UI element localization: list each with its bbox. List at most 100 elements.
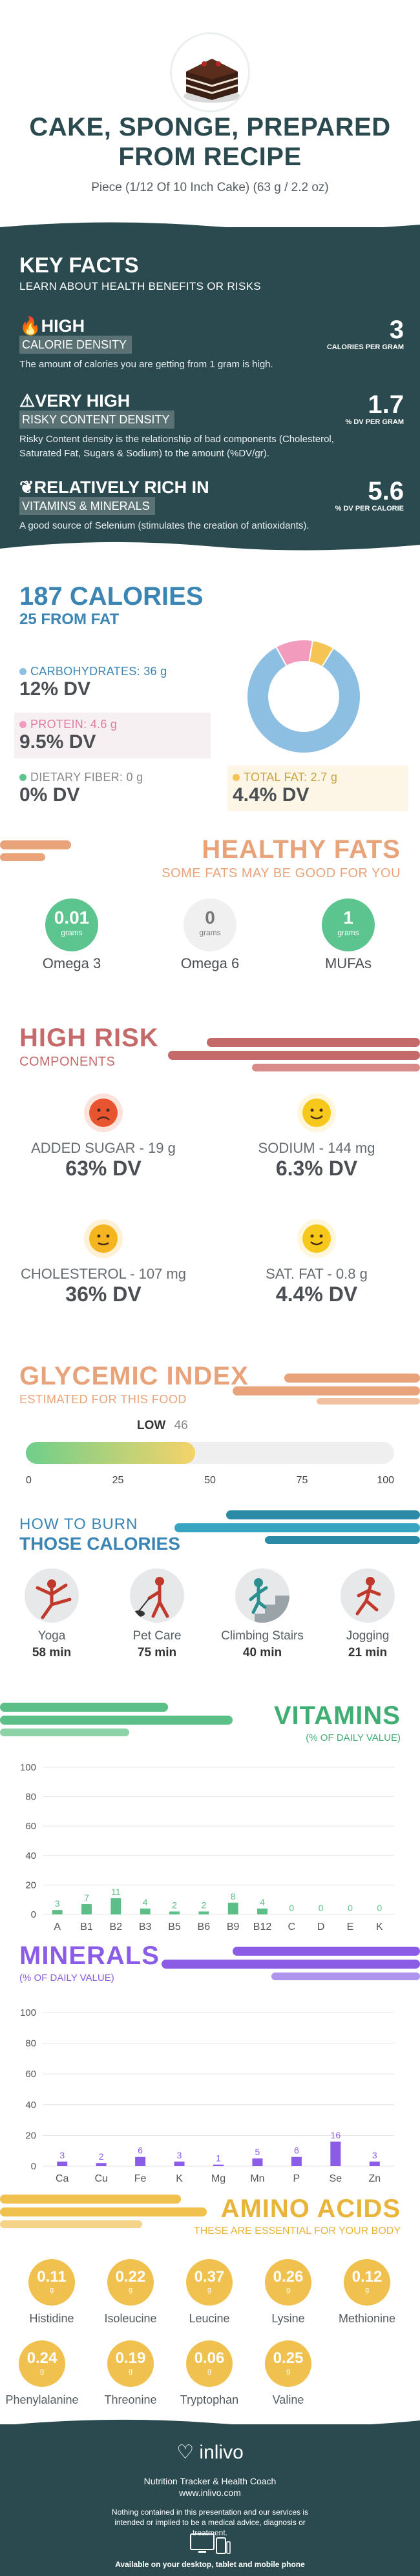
bar-b6 bbox=[198, 1911, 209, 1914]
key-fact-risky-density: ⚠VERY HIGH RISKY CONTENT DENSITY Risky C… bbox=[19, 391, 404, 461]
activity-climbing-stairs: Climbing Stairs 40 min bbox=[220, 1568, 304, 1660]
wave-divider bbox=[0, 222, 420, 238]
bar-value-label: 11 bbox=[111, 1887, 121, 1897]
key-fact-desc: A good source of Selenium (stimulates th… bbox=[19, 520, 310, 531]
amino-isoleucine: 0.22 g Isoleucine bbox=[89, 2259, 173, 2326]
key-fact-desc: The amount of calories you are getting f… bbox=[19, 359, 273, 370]
nutrient-label: PROTEIN: 4.6 g bbox=[30, 718, 118, 731]
activity-pet-care: Pet Care 75 min bbox=[115, 1568, 199, 1660]
amino-title: AMINO ACIDS bbox=[220, 2195, 401, 2223]
burn-title-line-2: THOSE CALORIES bbox=[19, 1534, 180, 1554]
bar-value-label: 0 bbox=[377, 1903, 382, 1913]
y-tick-label: 100 bbox=[20, 2007, 36, 2018]
carbs-dot bbox=[19, 668, 26, 675]
decor-stripes bbox=[174, 1510, 420, 1544]
category-label: Cu bbox=[94, 2173, 107, 2184]
nutrient-protein: PROTEIN: 4.6 g 9.5% DV bbox=[14, 713, 211, 758]
key-fact-value: 3 bbox=[389, 316, 404, 344]
healthy-fats-section: HEALTHY FATS SOME FATS MAY BE GOOD FOR Y… bbox=[0, 821, 420, 995]
amino-value: 0.22 bbox=[115, 2268, 146, 2286]
omega3-circle: 0.01 grams bbox=[45, 898, 98, 951]
sad-face-icon bbox=[84, 1093, 123, 1132]
vitamins-title: VITAMINS bbox=[273, 1701, 401, 1730]
category-label: K bbox=[176, 2173, 183, 2184]
glycemic-tick-label: 75 bbox=[297, 1475, 308, 1486]
bar-value-label: 0 bbox=[348, 1903, 353, 1913]
risk-dv: 4.4% DV bbox=[275, 1283, 358, 1306]
inlivo-logo[interactable]: ♡ inlivo bbox=[0, 2441, 420, 2464]
risk-label: SODIUM - 144 mg bbox=[258, 1140, 375, 1156]
mufas-label: MUFAs bbox=[324, 955, 372, 971]
mufas-circle: 1 grams bbox=[322, 898, 375, 951]
bar-cu bbox=[96, 2163, 107, 2166]
category-label: D bbox=[317, 1922, 325, 1932]
amino-value: 0.19 bbox=[115, 2349, 146, 2367]
bar-b1 bbox=[81, 1904, 92, 1914]
bar-value-label: 6 bbox=[294, 2145, 299, 2156]
high-risk-subtitle: COMPONENTS bbox=[19, 1055, 116, 1069]
amino-name: Valine bbox=[272, 2393, 304, 2406]
happy-face-icon bbox=[297, 1093, 336, 1132]
key-fact-label: RISKY CONTENT DENSITY bbox=[19, 411, 175, 429]
glycemic-gauge: 0 25 50 75 100 bbox=[26, 1442, 394, 1486]
bar-value-label: 4 bbox=[260, 1897, 265, 1907]
nutrient-fiber: DIETARY FIBER: 0 g 0% DV bbox=[14, 766, 148, 811]
amino-unit: g bbox=[128, 2368, 133, 2375]
key-fact-label: CALORIE DENSITY bbox=[19, 336, 132, 354]
y-tick-label: 40 bbox=[25, 2100, 36, 2111]
footer: ♡ inlivo Nutrition Tracker & Health Coac… bbox=[0, 2419, 420, 2576]
category-label: B5 bbox=[168, 1922, 181, 1932]
category-label: Mn bbox=[250, 2173, 264, 2184]
key-fact-calorie-density: 🔥HIGH CALORIE DENSITY The amount of calo… bbox=[19, 316, 404, 372]
amino-lysine: 0.26 g Lysine bbox=[246, 2259, 330, 2326]
activity-name: Jogging bbox=[346, 1629, 390, 1643]
amino-unit: g bbox=[286, 2286, 291, 2294]
amino-circle: 0.25 g bbox=[265, 2340, 311, 2387]
calories-title: 187 CALORIES bbox=[19, 582, 204, 611]
wave-divider bbox=[0, 2419, 420, 2435]
amino-circle: 0.37 g bbox=[186, 2259, 233, 2306]
amino-circle: 0.12 g bbox=[344, 2259, 390, 2306]
glycemic-tick-label: 0 bbox=[26, 1475, 32, 1486]
amino-name: Phenylalanine bbox=[5, 2393, 79, 2406]
bar-value-label: 0 bbox=[319, 1903, 324, 1913]
amino-circle: 0.19 g bbox=[107, 2340, 154, 2387]
minerals-section: MINERALS (% OF DAILY VALUE) 100 80 60 40 20 0… bbox=[0, 1942, 420, 2195]
macro-donut-chart bbox=[246, 639, 361, 754]
amino-name: Isoleucine bbox=[104, 2312, 157, 2325]
glycemic-level: LOW bbox=[137, 1419, 166, 1432]
category-label: Mg bbox=[211, 2173, 226, 2184]
amino-circle: 0.26 g bbox=[265, 2259, 311, 2306]
header: CAKE, SPONGE, PREPARED FROM RECIPE Piece… bbox=[0, 0, 420, 227]
nutrient-dv: 9.5% DV bbox=[19, 731, 96, 753]
nutrient-label: TOTAL FAT: 2.7 g bbox=[244, 771, 338, 784]
amino-value: 0.37 bbox=[194, 2268, 225, 2286]
nutrient-carbohydrates: CARBOHYDRATES: 36 g 12% DV bbox=[14, 660, 172, 705]
risk-dv: 6.3% DV bbox=[275, 1157, 358, 1180]
burn-calories-section: HOW TO BURN THOSE CALORIES Yoga 58 min P… bbox=[0, 1509, 420, 1703]
amino-unit: g bbox=[49, 2286, 54, 2294]
bar-fe bbox=[135, 2156, 146, 2166]
warning-icon: ⚠ bbox=[19, 391, 36, 411]
y-tick-label: 60 bbox=[25, 2069, 36, 2080]
bar-value-label: 3 bbox=[59, 2150, 65, 2160]
nutrient-label: DIETARY FIBER: 0 g bbox=[30, 771, 143, 784]
category-label: K bbox=[376, 1922, 383, 1932]
category-label: Fe bbox=[134, 2173, 147, 2184]
footer-url[interactable]: www.inlivo.com bbox=[179, 2488, 241, 2498]
calories-from-fat: 25 FROM FAT bbox=[19, 611, 120, 628]
bar-b3 bbox=[140, 1908, 151, 1914]
leaf-icon: ❦ bbox=[19, 478, 34, 497]
bar-zn bbox=[369, 2161, 380, 2166]
minerals-bar-chart: 100 80 60 40 20 0 3 Ca 2 Cu 6 Fe 3 K 1 Mg 5 Mn 6 P 16 Se 3 Zn bbox=[20, 2007, 394, 2184]
amino-unit: g bbox=[207, 2286, 212, 2294]
amino-subtitle: THESE ARE ESSENTIAL FOR YOUR BODY bbox=[193, 2226, 401, 2236]
healthy-fats-title: HEALTHY FATS bbox=[202, 835, 401, 864]
category-label: A bbox=[54, 1922, 61, 1932]
activity-minutes: 58 min bbox=[32, 1646, 72, 1659]
fat-dot bbox=[233, 774, 240, 781]
cake-image bbox=[170, 32, 250, 112]
y-tick-label: 0 bbox=[31, 2161, 36, 2172]
bar-mg bbox=[213, 2164, 224, 2166]
decor-stripes bbox=[0, 1703, 233, 1736]
